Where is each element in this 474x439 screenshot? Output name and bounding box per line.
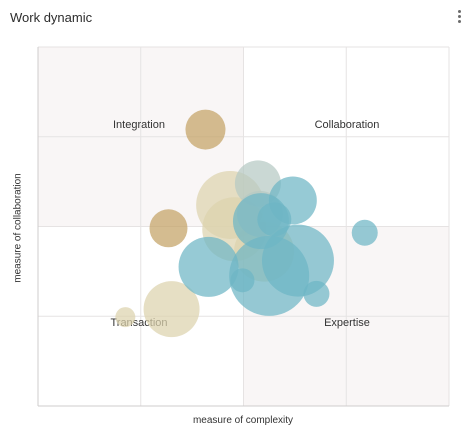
y-axis-label: measure of collaboration <box>13 173 24 283</box>
bubble-point <box>303 281 329 307</box>
bubble-point <box>230 268 254 292</box>
quadrant-label-integration: Integration <box>113 119 165 131</box>
bubble-point <box>149 209 187 247</box>
quadrant-label-expertise: Expertise <box>324 317 370 329</box>
bubble-point <box>179 237 239 297</box>
bubble-point <box>352 220 378 246</box>
x-axis-label: measure of complexity <box>193 415 293 426</box>
quadrant-label-collaboration: Collaboration <box>315 119 380 131</box>
bubble-point <box>185 110 225 150</box>
bubble-point <box>115 307 135 327</box>
